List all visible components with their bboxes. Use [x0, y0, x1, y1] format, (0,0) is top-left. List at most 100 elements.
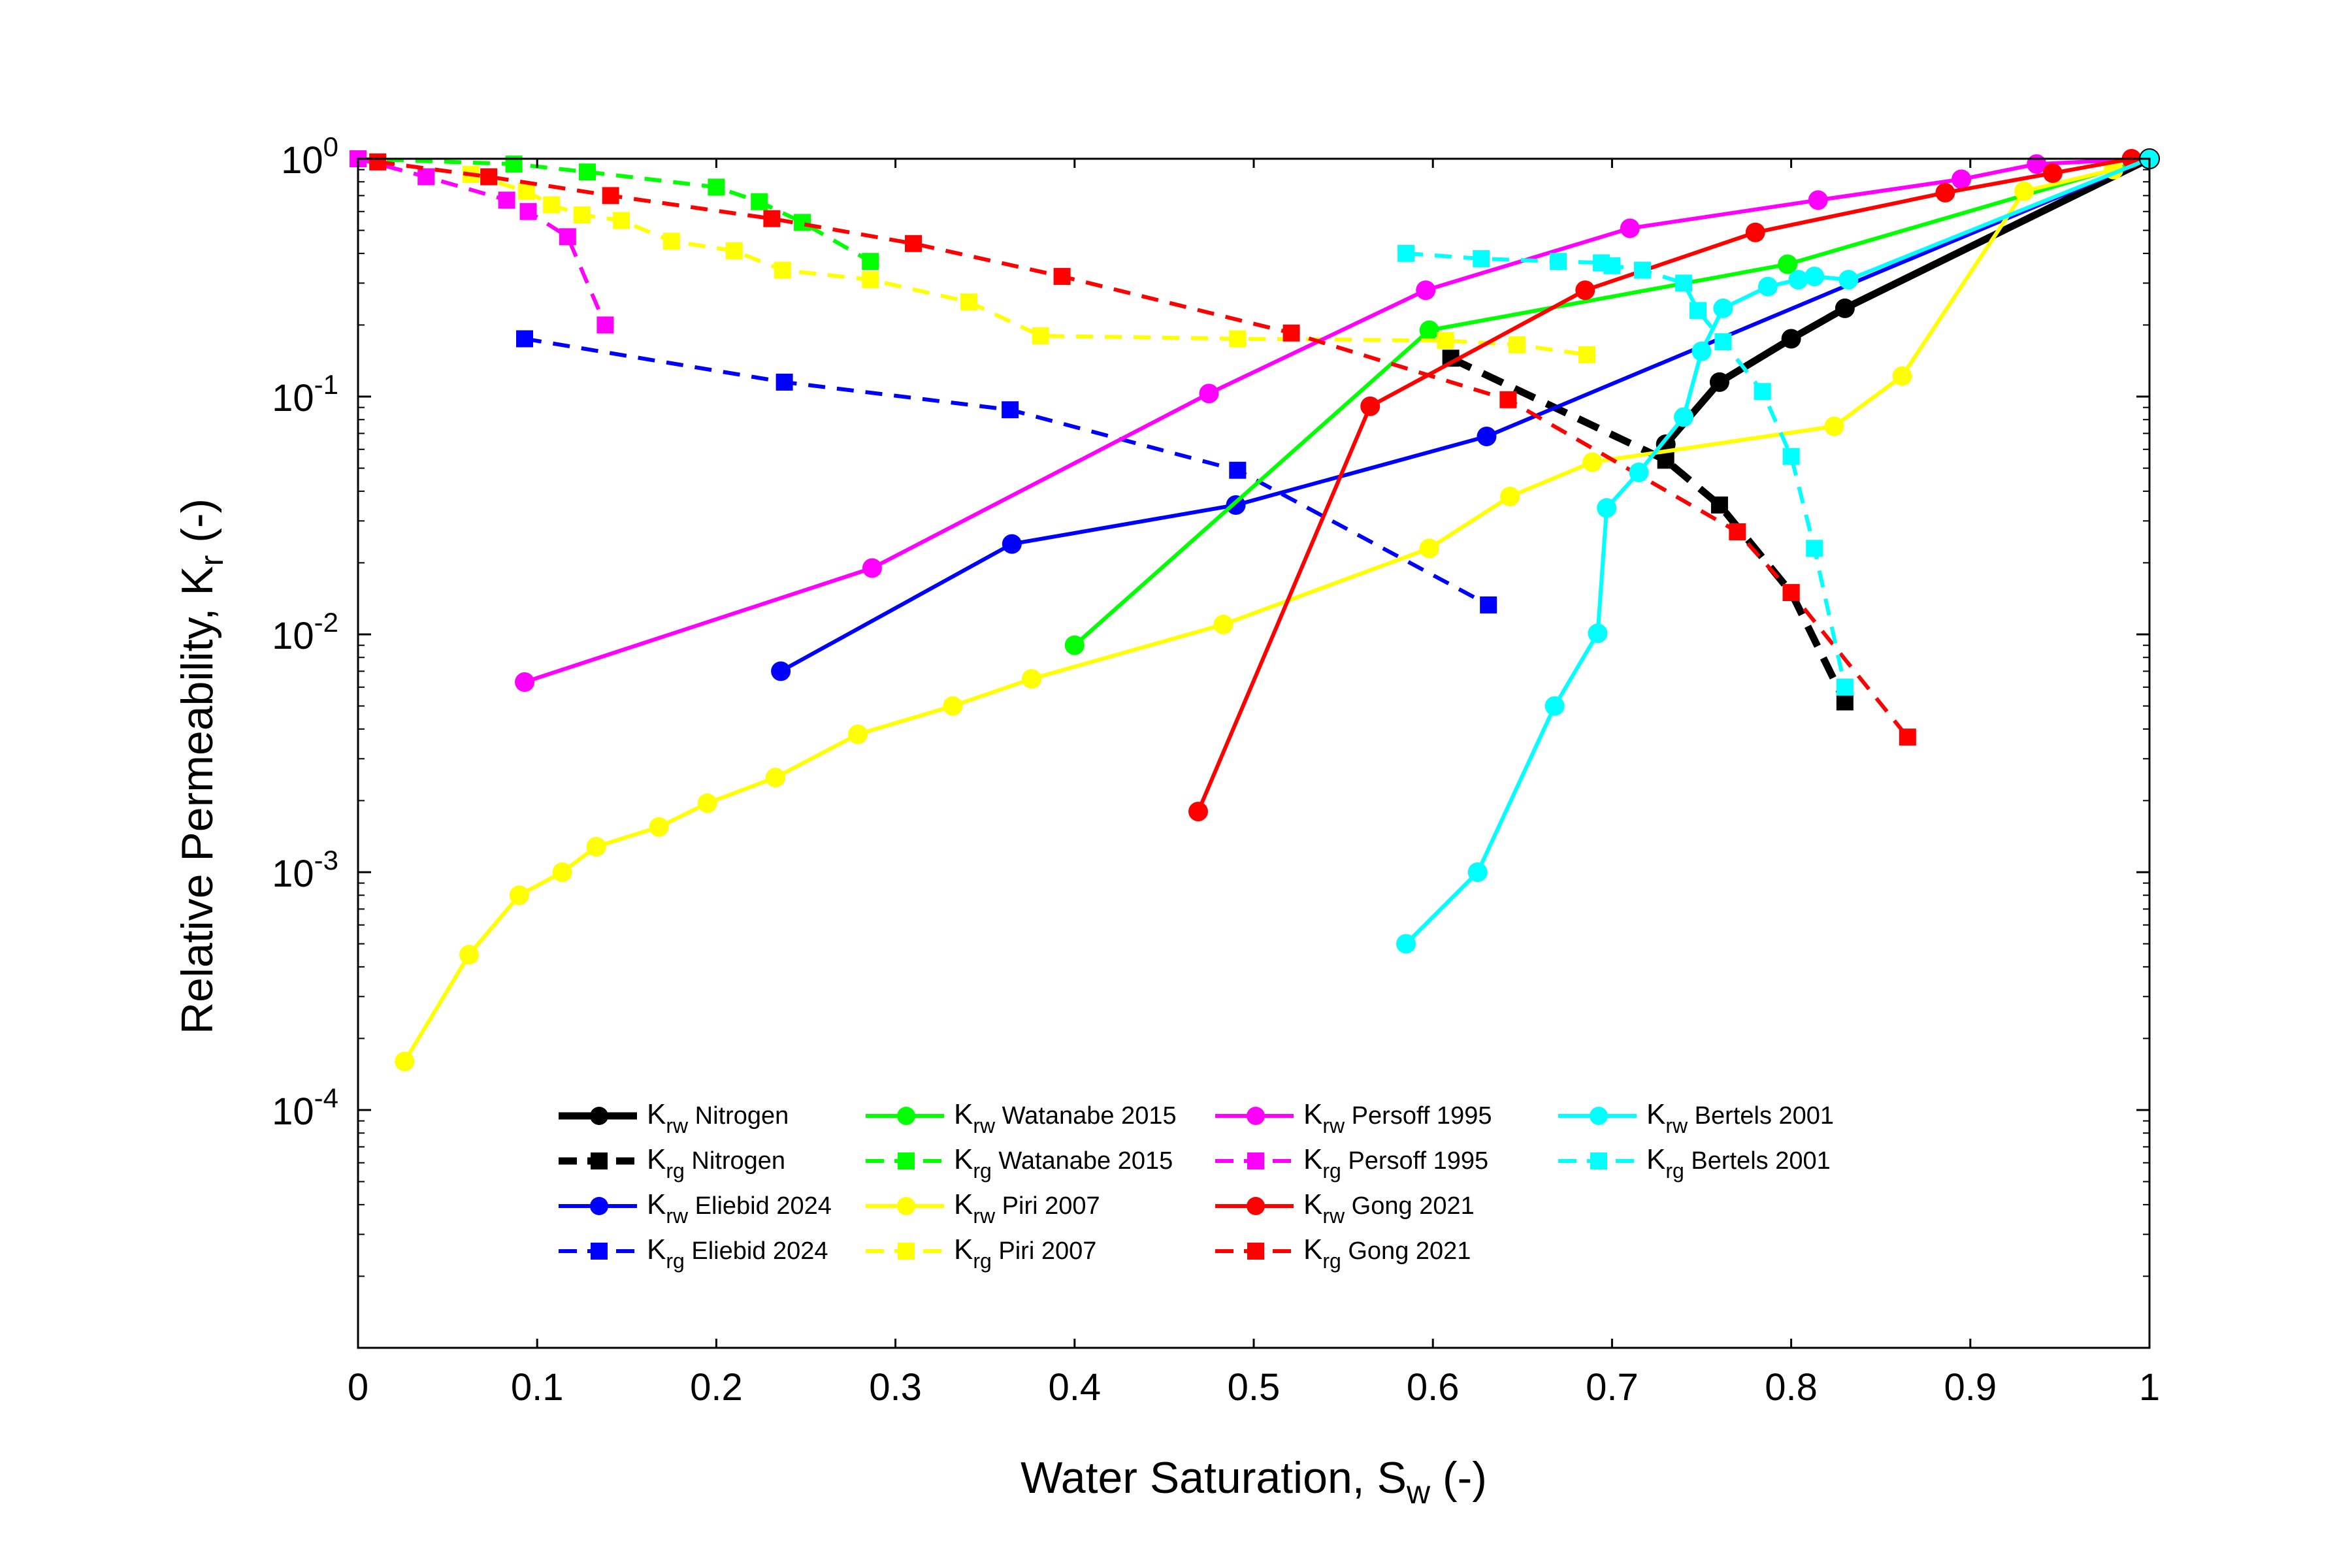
data-point-krg-watanabe-2015 [708, 178, 725, 196]
legend-entry-krg-piri-2007: Krg Piri 2007 [866, 1233, 1096, 1273]
data-point-krg-watanabe-2015 [794, 214, 811, 231]
data-point-krw-persoff-1995 [1808, 190, 1828, 210]
series-line-krw-watanabe-2015 [1073, 157, 2150, 647]
legend-swatch-marker [591, 1243, 608, 1260]
x-axis-title-suffix: (-) [1430, 1453, 1487, 1503]
data-point-krw-bertels-2001 [1597, 498, 1617, 518]
data-point-krw-piri-2007 [459, 945, 480, 965]
data-point-krw-bertels-2001 [1674, 407, 1694, 427]
x-tick-label: 0.4 [1048, 1366, 1101, 1409]
data-point-krw-eliebid-2024 [1477, 426, 1497, 446]
data-point-krg-piri-2007 [613, 212, 630, 229]
data-point-krw-watanabe-2015 [1419, 320, 1439, 340]
data-point-krg-eliebid-2024 [1002, 401, 1019, 419]
x-tick-label: 1 [2139, 1366, 2160, 1409]
data-point-krg-piri-2007 [1509, 336, 1526, 353]
legend-entry-krg-bertels-2001: Krg Bertels 2001 [1558, 1143, 1831, 1183]
data-point-krw-nitrogen [1835, 298, 1855, 318]
x-axis-title-main: Water Saturation, S [1021, 1453, 1407, 1503]
legend-swatch-marker [1247, 1107, 1265, 1125]
data-point-krg-bertels-2001 [1675, 274, 1693, 292]
legend-swatch-marker [1247, 1243, 1264, 1260]
data-point-krw-piri-2007 [509, 885, 529, 906]
data-point-krw-gong-2021 [1360, 396, 1380, 416]
data-point-krg-gong-2021 [1729, 523, 1746, 540]
series-line-krg-nitrogen [1449, 355, 1848, 704]
data-point-krg-persoff-1995 [596, 316, 614, 334]
data-point-krg-nitrogen [1710, 496, 1728, 514]
legend-label: Krg Bertels 2001 [1646, 1143, 1831, 1183]
data-point-krw-piri-2007 [1500, 486, 1520, 506]
data-point-krg-piri-2007 [1229, 330, 1247, 348]
data-point-krw-piri-2007 [1582, 452, 1603, 472]
x-axis-title-sub: w [1406, 1474, 1431, 1511]
legend-entry-krw-persoff-1995: Krw Persoff 1995 [1215, 1098, 1492, 1137]
legend-entry-krw-eliebid-2024: Krw Eliebid 2024 [559, 1188, 832, 1228]
series-krg-eliebid-2024 [516, 330, 1497, 613]
legend-swatch-marker [897, 1197, 915, 1215]
data-point-krw-bertels-2001 [1838, 270, 1859, 290]
y-tick-label: 10-4 [272, 1083, 338, 1133]
series-krg-persoff-1995 [350, 150, 614, 334]
data-point-krw-nitrogen [1709, 372, 1729, 392]
data-point-krg-bertels-2001 [1473, 250, 1490, 267]
y-axis-title: Relative Permeability, Kr (-) [172, 498, 230, 1034]
x-tick-label: 0.9 [1944, 1366, 1997, 1409]
y-axis-title-main: Relative Permeability, K [172, 566, 222, 1034]
data-point-krg-piri-2007 [517, 182, 535, 200]
data-point-krg-piri-2007 [774, 261, 791, 279]
y-axis-title-suffix: (-) [172, 498, 222, 555]
data-point-krw-nitrogen [1781, 329, 1801, 349]
x-tick-label: 0.8 [1765, 1366, 1818, 1409]
data-point-krg-bertels-2001 [1550, 253, 1567, 270]
data-point-krg-bertels-2001 [1397, 244, 1415, 262]
series-krg-gong-2021 [369, 153, 1916, 746]
data-point-krg-gong-2021 [1782, 583, 1800, 601]
data-point-krw-watanabe-2015 [1778, 254, 1798, 274]
legend-entry-krg-eliebid-2024: Krg Eliebid 2024 [559, 1233, 828, 1273]
data-point-krg-gong-2021 [602, 187, 619, 204]
data-point-krg-eliebid-2024 [1480, 596, 1497, 613]
y-tick-label: 10-1 [272, 369, 338, 419]
data-point-krg-piri-2007 [960, 293, 978, 311]
x-tick-label: 0.7 [1586, 1366, 1639, 1409]
data-point-krg-eliebid-2024 [1229, 461, 1247, 479]
legend-label: Krw Nitrogen [647, 1098, 789, 1137]
data-point-krw-piri-2007 [1021, 669, 1041, 689]
data-point-krg-gong-2021 [1053, 268, 1071, 286]
y-axis-title-sub: r [193, 555, 230, 566]
legend-entry-krw-piri-2007: Krw Piri 2007 [866, 1188, 1100, 1228]
data-point-krw-persoff-1995 [1199, 384, 1219, 404]
legend-label: Krg Persoff 1995 [1303, 1143, 1488, 1183]
data-point-krg-piri-2007 [1032, 327, 1049, 345]
data-point-krg-watanabe-2015 [751, 193, 768, 210]
data-point-krg-eliebid-2024 [776, 373, 793, 391]
axis-ticks: 0 0.1 0.2 0.3 0.4 0.5 0.6 0.7 0.8 0.9 1 100 10-1 10-2… [272, 131, 2160, 1409]
x-tick-label: 0.3 [869, 1366, 922, 1409]
x-tick-label: 0 [348, 1366, 368, 1409]
data-point-krg-gong-2021 [369, 153, 387, 171]
legend-entry-krw-gong-2021: Krw Gong 2021 [1215, 1188, 1475, 1228]
legend-swatch-marker [1590, 1152, 1607, 1169]
data-point-krw-persoff-1995 [1416, 280, 1436, 301]
data-point-krg-gong-2021 [763, 210, 781, 227]
series-krw-gong-2021 [1188, 149, 2142, 822]
legend-entry-krg-persoff-1995: Krg Persoff 1995 [1215, 1143, 1488, 1183]
series-line-krg-persoff-1995 [357, 157, 608, 326]
data-point-krw-piri-2007 [765, 768, 785, 788]
data-point-krw-persoff-1995 [515, 672, 535, 693]
legend-label: Krg Eliebid 2024 [647, 1233, 828, 1273]
data-point-krg-piri-2007 [573, 206, 591, 224]
x-tick-label: 0.2 [690, 1366, 743, 1409]
legend-swatch-marker [590, 1197, 608, 1215]
legend-swatch-marker [1247, 1197, 1265, 1215]
data-point-krw-piri-2007 [943, 696, 963, 716]
data-point-krg-nitrogen [1657, 451, 1674, 469]
y-tick-label: 10-2 [272, 607, 338, 657]
data-point-krw-piri-2007 [697, 793, 717, 813]
data-point-krg-piri-2007 [662, 233, 680, 250]
data-point-krg-gong-2021 [480, 168, 498, 186]
data-point-krg-bertels-2001 [1690, 302, 1707, 319]
legend-swatch-marker [590, 1107, 608, 1125]
